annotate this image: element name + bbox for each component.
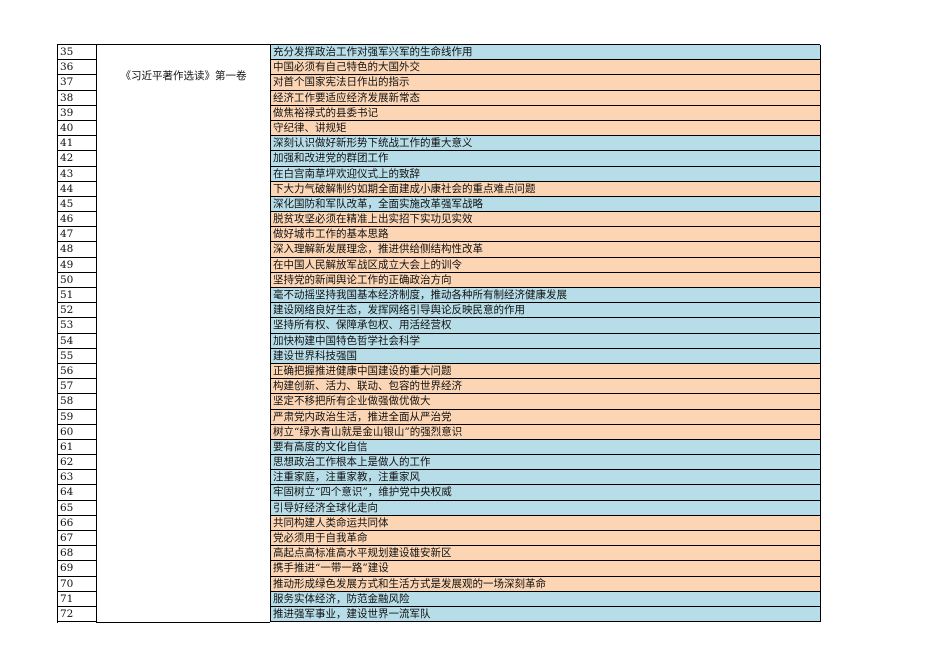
row-number-cell[interactable]: 52 — [58, 303, 96, 319]
chapter-title-cell[interactable]: 对首个国家宪法日作出的指示 — [270, 75, 821, 91]
row-number-cell[interactable]: 47 — [58, 227, 96, 243]
chapter-title-cell[interactable]: 牢固树立“四个意识”，维护党中央权威 — [270, 485, 821, 501]
row-number-cell[interactable]: 55 — [58, 349, 96, 364]
row-number-cell[interactable]: 53 — [58, 318, 96, 334]
row-number-cell[interactable]: 67 — [58, 531, 96, 547]
row-number-cell[interactable]: 51 — [58, 288, 96, 304]
row-number-cell[interactable]: 44 — [58, 182, 96, 197]
chapter-title-cell[interactable]: 携手推进“一带一路”建设 — [270, 561, 821, 577]
row-number-cell[interactable]: 62 — [58, 455, 96, 471]
chapter-title-cell[interactable]: 服务实体经济，防范金融风险 — [270, 591, 821, 607]
book-column: 《习近平著作选读》第一卷 — [96, 45, 270, 623]
row-number-cell[interactable]: 43 — [58, 167, 96, 182]
row-number-cell[interactable]: 35 — [58, 45, 96, 61]
row-number-cell[interactable]: 66 — [58, 516, 96, 531]
chapter-title-cell[interactable]: 坚持所有权、保障承包权、用活经营权 — [270, 318, 821, 334]
row-number-cell[interactable]: 56 — [58, 364, 96, 380]
row-number-cell[interactable]: 49 — [58, 258, 96, 273]
row-number-cell[interactable]: 41 — [58, 136, 96, 152]
row-number-cell[interactable]: 37 — [58, 75, 96, 91]
row-number-cell[interactable]: 54 — [58, 334, 96, 349]
row-number-cell[interactable]: 48 — [58, 242, 96, 258]
chapter-title-cell[interactable]: 构建创新、活力、联动、包容的世界经济 — [270, 379, 821, 395]
chapter-title-cell[interactable]: 脱贫攻坚必须在精准上出实招下实功见实效 — [270, 212, 821, 228]
row-number-cell[interactable]: 68 — [58, 546, 96, 562]
row-number-cell[interactable]: 63 — [58, 470, 96, 486]
chapter-title-cell[interactable]: 做好城市工作的基本思路 — [270, 227, 821, 243]
chapter-title-cell[interactable]: 加强和改进党的群团工作 — [270, 151, 821, 167]
chapter-title-cell[interactable]: 充分发挥政治工作对强军兴军的生命线作用 — [270, 45, 821, 61]
chapter-title-cell[interactable]: 守纪律、讲规矩 — [270, 120, 821, 137]
chapter-title-cell[interactable]: 党必须用于自我革命 — [270, 531, 821, 547]
chapter-title-cell[interactable]: 引导好经济全球化走向 — [270, 500, 821, 516]
chapter-title-cell[interactable]: 树立“绿水青山就是金山银山”的强烈意识 — [270, 424, 821, 440]
row-number-cell[interactable]: 42 — [58, 151, 96, 167]
chapter-title-cell[interactable]: 坚定不移把所有企业做强做优做大 — [270, 394, 821, 410]
chapter-title-column: 充分发挥政治工作对强军兴军的生命线作用 中国必须有自己特色的大国外交 对首个国家宪法… — [270, 45, 821, 623]
chapter-title-cell[interactable]: 建设世界科技强国 — [270, 348, 821, 364]
row-number-column: 35 36 37 38 39 40 41 42 43 44 45 46 47 48 49 50 51 52 53 54… — [58, 45, 96, 623]
row-number-cell[interactable]: 70 — [58, 577, 96, 592]
chapter-title-cell[interactable]: 共同构建人类命运共同体 — [270, 515, 821, 531]
chapter-title-cell[interactable]: 加快构建中国特色哲学社会科学 — [270, 333, 821, 349]
row-number-cell[interactable]: 59 — [58, 410, 96, 425]
chapter-title-cell[interactable]: 中国必须有自己特色的大国外交 — [270, 60, 821, 76]
chapter-title-cell[interactable]: 深入理解新发展理念，推进供给侧结构性改革 — [270, 242, 821, 258]
chapter-title-cell[interactable]: 毫不动摇坚持我国基本经济制度，推动各种所有制经济健康发展 — [270, 288, 821, 304]
row-number-cell[interactable]: 64 — [58, 485, 96, 501]
row-number-cell[interactable]: 72 — [58, 607, 96, 623]
chapter-title-cell[interactable]: 深化国防和军队改革，全面实施改革强军战略 — [270, 196, 821, 213]
chapter-title-cell[interactable]: 经济工作要适应经济发展新常态 — [270, 90, 821, 106]
chapter-title-cell[interactable]: 做焦裕禄式的县委书记 — [270, 105, 821, 121]
row-number-cell[interactable]: 45 — [58, 197, 96, 213]
row-number-cell[interactable]: 36 — [58, 60, 96, 76]
row-number-cell[interactable]: 69 — [58, 561, 96, 577]
chapter-title-cell[interactable]: 建设网络良好生态，发挥网络引导舆论反映民意的作用 — [270, 303, 821, 319]
row-number-cell[interactable]: 50 — [58, 273, 96, 288]
row-number-cell[interactable]: 65 — [58, 501, 96, 516]
chapter-title-cell[interactable]: 正确把握推进健康中国建设的重大问题 — [270, 363, 821, 380]
chapter-title-cell[interactable]: 注重家庭，注重家教，注重家风 — [270, 470, 821, 486]
chapter-title-cell[interactable]: 推进强军事业，建设世界一流军队 — [270, 606, 821, 623]
row-number-cell[interactable]: 46 — [58, 212, 96, 228]
chapter-title-cell[interactable]: 下大力气破解制约如期全面建成小康社会的重点难点问题 — [270, 181, 821, 197]
chapter-title-cell[interactable]: 在中国人民解放军战区成立大会上的训令 — [270, 257, 821, 273]
chapter-title-cell[interactable]: 深刻认识做好新形势下统战工作的重大意义 — [270, 136, 821, 152]
row-number-cell[interactable]: 58 — [58, 394, 96, 410]
book-title-cell[interactable]: 《习近平著作选读》第一卷 — [120, 70, 247, 82]
chapter-title-cell[interactable]: 推动形成绿色发展方式和生活方式是发展观的一场深刻革命 — [270, 576, 821, 592]
chapter-title-cell[interactable]: 严肃党内政治生活，推进全面从严治党 — [270, 409, 821, 425]
chapter-title-cell[interactable]: 思想政治工作根本上是做人的工作 — [270, 455, 821, 471]
row-number-cell[interactable]: 61 — [58, 440, 96, 456]
chapter-title-cell[interactable]: 坚持党的新闻舆论工作的正确政治方向 — [270, 272, 821, 288]
row-number-cell[interactable]: 39 — [58, 106, 96, 121]
chapter-title-cell[interactable]: 要有高度的文化自信 — [270, 439, 821, 456]
row-number-cell[interactable]: 60 — [58, 425, 96, 440]
row-number-cell[interactable]: 71 — [58, 592, 96, 607]
chapter-title-cell[interactable]: 高起点高标准高水平规划建设雄安新区 — [270, 546, 821, 562]
row-number-cell[interactable]: 38 — [58, 91, 96, 106]
row-number-cell[interactable]: 57 — [58, 379, 96, 395]
spreadsheet-table: 35 36 37 38 39 40 41 42 43 44 45 46 47 48 49 50 51 52 53 54… — [57, 44, 821, 623]
row-number-cell[interactable]: 40 — [58, 121, 96, 137]
chapter-title-cell[interactable]: 在白宫南草坪欢迎仪式上的致辞 — [270, 166, 821, 182]
